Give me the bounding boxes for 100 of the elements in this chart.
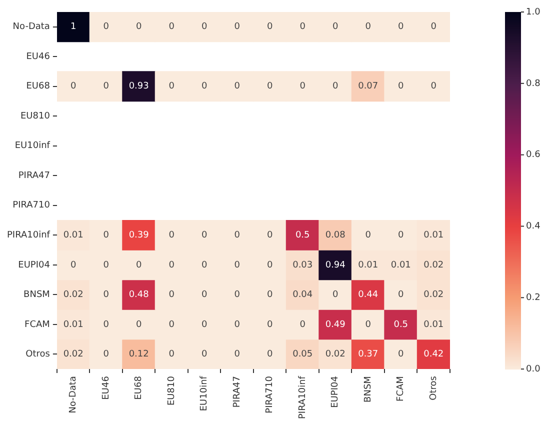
data-label: 0 xyxy=(201,230,208,240)
data-label: 0 xyxy=(168,290,175,300)
data-label: 0 xyxy=(398,230,404,240)
data-label: 0 xyxy=(266,230,273,240)
x-tick-label: EU46 xyxy=(101,376,112,400)
data-label: 0.02 xyxy=(325,350,346,360)
data-label: 0 xyxy=(266,290,273,300)
data-label: 0.04 xyxy=(292,290,313,300)
data-label: 0 xyxy=(398,350,404,360)
data-label: 0.48 xyxy=(128,290,150,300)
data-label: 1 xyxy=(70,22,76,32)
x-tick-label: EU68 xyxy=(134,376,144,400)
data-label: 0.02 xyxy=(424,260,444,270)
data-label: 0 xyxy=(398,22,404,32)
data-label: 0 xyxy=(103,230,110,240)
data-label: 0 xyxy=(266,22,273,32)
y-tick-label: PIRA47 xyxy=(18,170,50,181)
color-bar-label: 1.0 xyxy=(526,7,541,18)
data-label: 0 xyxy=(234,260,240,270)
data-label: 0.5 xyxy=(394,320,408,330)
color-bar-label: 0.4 xyxy=(526,222,541,232)
data-label: 0.02 xyxy=(63,350,84,360)
data-label: 0 xyxy=(234,290,240,300)
x-tick-label: BNSM xyxy=(363,376,374,402)
data-label: 0 xyxy=(168,260,175,270)
data-label: 0.5 xyxy=(295,230,310,240)
x-tick-label: Otros xyxy=(428,376,439,400)
data-label: 0.02 xyxy=(63,290,84,300)
data-label: 0 xyxy=(300,22,306,32)
data-label: 0 xyxy=(365,22,372,32)
data-label: 0 xyxy=(398,290,404,300)
x-tick-label: EUPI04 xyxy=(330,376,341,408)
data-label: 0.01 xyxy=(424,320,444,330)
data-label: 0 xyxy=(168,320,175,330)
data-label: 0 xyxy=(201,350,208,360)
data-label: 0 xyxy=(103,82,110,92)
data-label: 0 xyxy=(234,82,240,92)
data-label: 0 xyxy=(365,320,372,330)
data-label: 0.07 xyxy=(358,82,378,92)
y-tick-label: No-Data xyxy=(12,22,50,32)
data-label: 0.49 xyxy=(325,320,346,330)
data-label: 0 xyxy=(168,22,175,32)
data-label: 0 xyxy=(136,260,142,270)
data-label: 0.01 xyxy=(424,230,444,240)
color-bar-label: 0.8 xyxy=(526,78,541,89)
y-tick-label: FCAM xyxy=(24,320,50,330)
x-tick-label: PIRA10inf xyxy=(298,375,308,419)
color-bar-label: 0.2 xyxy=(526,292,540,303)
data-label: 0 xyxy=(168,82,175,92)
data-label: 0 xyxy=(103,320,110,330)
data-label: 0.37 xyxy=(358,350,378,360)
data-label: 0 xyxy=(201,290,208,300)
data-label: 0 xyxy=(201,82,208,92)
data-label: 0.01 xyxy=(63,230,84,240)
x-tick-label: No-Data xyxy=(68,376,79,414)
x-tick-label: EU810 xyxy=(166,376,177,406)
data-label: 0.01 xyxy=(358,260,378,270)
data-label: 0 xyxy=(234,230,240,240)
data-label: 0.02 xyxy=(424,290,444,300)
x-tick-label: PIRA710 xyxy=(265,376,276,414)
data-label: 0 xyxy=(332,82,338,92)
data-label: 0 xyxy=(201,22,208,32)
y-tick-label: PIRA10inf xyxy=(7,230,51,240)
data-label: 0.44 xyxy=(358,290,378,300)
y-tick-label: Otros xyxy=(26,350,50,360)
data-label: 0 xyxy=(136,320,142,330)
data-label: 0 xyxy=(300,82,306,92)
y-tick-label: PIRA710 xyxy=(12,200,50,211)
data-label: 0 xyxy=(266,260,273,270)
data-label: 0 xyxy=(168,230,175,240)
y-tick-label: EU46 xyxy=(26,52,50,62)
y-tick-label: EU68 xyxy=(26,82,50,92)
data-label: 0 xyxy=(234,320,240,330)
data-label: 0 xyxy=(266,320,273,330)
data-label: 0.01 xyxy=(390,260,411,270)
data-label: 0 xyxy=(136,22,142,32)
data-label: 0.01 xyxy=(63,320,84,330)
y-tick-label: BNSM xyxy=(24,290,50,300)
color-bar-label: 0.6 xyxy=(526,150,541,160)
data-label: 0 xyxy=(201,260,208,270)
data-label: 0.03 xyxy=(292,260,313,270)
data-label: 0.05 xyxy=(292,350,313,360)
data-label: 0 xyxy=(332,22,338,32)
data-label: 0 xyxy=(70,260,76,270)
data-label: 0 xyxy=(365,230,372,240)
y-tick-label: EU10inf xyxy=(14,141,51,152)
data-label: 0 xyxy=(430,22,437,32)
x-tick-label: EU10inf xyxy=(200,375,210,412)
data-label: 0.94 xyxy=(325,260,346,270)
data-label: 0 xyxy=(266,82,273,92)
data-label: 0 xyxy=(332,290,338,300)
data-label: 0 xyxy=(398,82,404,92)
data-label: 0 xyxy=(70,82,76,92)
data-label: 0 xyxy=(266,350,273,360)
data-label: 0.42 xyxy=(424,350,444,360)
data-label: 0 xyxy=(430,82,437,92)
data-label: 0 xyxy=(103,290,110,300)
y-tick-label: EUPI04 xyxy=(18,260,50,270)
data-label: 0.12 xyxy=(128,350,149,360)
data-label: 0 xyxy=(234,350,240,360)
